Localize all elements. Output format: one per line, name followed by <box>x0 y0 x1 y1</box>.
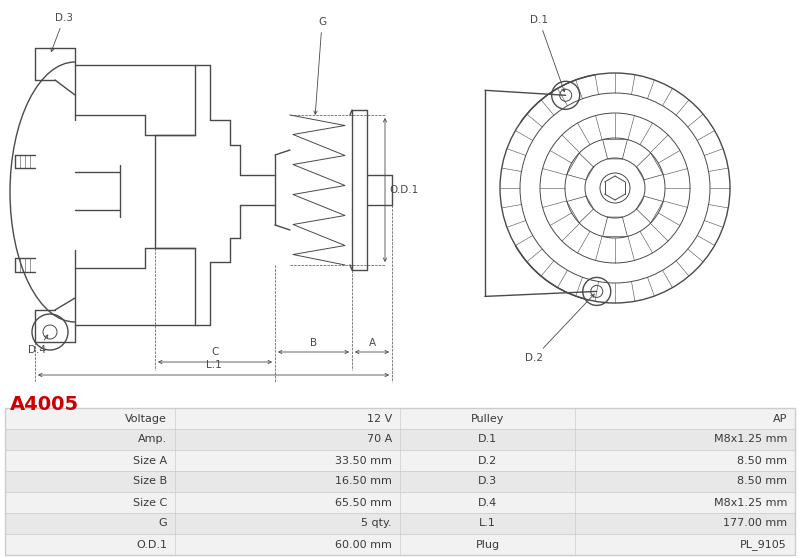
Text: G: G <box>314 17 326 114</box>
Text: 33.50 mm: 33.50 mm <box>335 455 392 465</box>
Text: 12 V: 12 V <box>366 413 392 424</box>
Text: PL_9105: PL_9105 <box>740 539 787 550</box>
Text: 70 A: 70 A <box>366 435 392 445</box>
Text: O.D.1: O.D.1 <box>136 540 167 550</box>
Text: O.D.1: O.D.1 <box>389 185 418 195</box>
Text: 8.50 mm: 8.50 mm <box>737 455 787 465</box>
Text: D.4: D.4 <box>28 335 48 355</box>
Text: A4005: A4005 <box>10 395 79 414</box>
Text: M8x1.25 mm: M8x1.25 mm <box>714 498 787 507</box>
Text: 177.00 mm: 177.00 mm <box>723 518 787 528</box>
Text: L.1: L.1 <box>479 518 496 528</box>
Text: C: C <box>211 347 218 357</box>
Text: 16.50 mm: 16.50 mm <box>335 477 392 487</box>
Text: 5 qty.: 5 qty. <box>362 518 392 528</box>
Text: Size C: Size C <box>133 498 167 507</box>
Text: Voltage: Voltage <box>125 413 167 424</box>
Text: D.2: D.2 <box>525 294 594 363</box>
Text: B: B <box>310 338 317 348</box>
Text: Pulley: Pulley <box>471 413 504 424</box>
Text: Amp.: Amp. <box>138 435 167 445</box>
Text: L.1: L.1 <box>206 360 222 370</box>
Bar <box>5 513 795 534</box>
Text: Plug: Plug <box>475 540 499 550</box>
Text: Size B: Size B <box>133 477 167 487</box>
Text: D.1: D.1 <box>478 435 497 445</box>
Text: G: G <box>158 518 167 528</box>
Bar <box>5 429 795 450</box>
Bar <box>5 492 795 513</box>
Text: M8x1.25 mm: M8x1.25 mm <box>714 435 787 445</box>
Bar <box>5 471 795 492</box>
Text: A: A <box>369 338 375 348</box>
Text: D.4: D.4 <box>478 498 497 507</box>
Bar <box>5 534 795 555</box>
Text: D.2: D.2 <box>478 455 497 465</box>
Text: 65.50 mm: 65.50 mm <box>335 498 392 507</box>
Text: D.3: D.3 <box>478 477 497 487</box>
Text: Size A: Size A <box>133 455 167 465</box>
Text: 8.50 mm: 8.50 mm <box>737 477 787 487</box>
Text: AP: AP <box>773 413 787 424</box>
Bar <box>5 450 795 471</box>
Bar <box>5 408 795 429</box>
Text: D.1: D.1 <box>530 15 565 92</box>
Text: D.3: D.3 <box>51 13 73 51</box>
Bar <box>5 408 795 555</box>
Text: 60.00 mm: 60.00 mm <box>335 540 392 550</box>
